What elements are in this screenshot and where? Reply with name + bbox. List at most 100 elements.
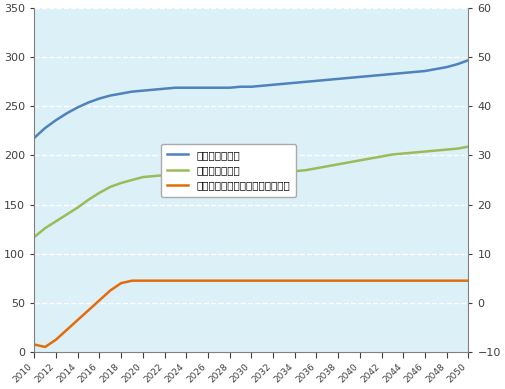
一般政府総債務 xyxy=(346,160,352,165)
一般政府総債務 xyxy=(368,156,374,161)
一般政府総債務 xyxy=(357,158,363,163)
一般政府総債務 xyxy=(259,172,265,177)
一般政府総債務 xyxy=(314,166,320,170)
一般政府総債務 xyxy=(444,147,450,152)
一般政府純債務 xyxy=(270,82,276,87)
一般政府純債務 xyxy=(216,85,222,90)
一般政府総債務 xyxy=(248,172,255,177)
一般政府総債務 xyxy=(237,172,243,177)
Line: プライマリーバランス（右目盛）: プライマリーバランス（右目盛） xyxy=(34,281,469,347)
プライマリーバランス（右目盛） xyxy=(302,279,309,283)
一般政府純債務 xyxy=(368,74,374,78)
プライマリーバランス（右目盛） xyxy=(466,279,472,283)
一般政府総債務 xyxy=(389,152,395,157)
プライマリーバランス（右目盛） xyxy=(227,279,233,283)
一般政府総債務 xyxy=(172,172,178,177)
一般政府純債務 xyxy=(324,77,330,82)
プライマリーバランス（右目盛） xyxy=(96,298,103,303)
一般政府総債務 xyxy=(335,162,341,166)
一般政府総債務 xyxy=(42,226,48,230)
一般政府純債務 xyxy=(281,81,287,86)
一般政府総債務 xyxy=(162,173,168,177)
一般政府総債務 xyxy=(400,151,407,156)
一般政府純債務 xyxy=(357,75,363,79)
一般政府総債務 xyxy=(107,184,113,189)
一般政府純債務 xyxy=(96,96,103,101)
一般政府純債務 xyxy=(422,69,428,74)
一般政府総債務 xyxy=(75,205,81,210)
一般政府総債務 xyxy=(64,212,70,217)
プライマリーバランス（右目盛） xyxy=(454,279,461,283)
プライマリーバランス（右目盛） xyxy=(346,279,352,283)
一般政府純債務 xyxy=(162,86,168,91)
一般政府純債務 xyxy=(31,135,37,140)
プライマリーバランス（右目盛） xyxy=(335,279,341,283)
一般政府総債務 xyxy=(216,172,222,177)
一般政府総債務 xyxy=(118,180,124,185)
Line: 一般政府純債務: 一般政府純債務 xyxy=(34,60,469,138)
一般政府純債務 xyxy=(302,79,309,84)
一般政府総債務 xyxy=(85,197,91,202)
プライマリーバランス（右目盛） xyxy=(162,279,168,283)
プライマリーバランス（右目盛） xyxy=(324,279,330,283)
プライマリーバランス（右目盛） xyxy=(150,279,157,283)
プライマリーバランス（右目盛） xyxy=(107,288,113,293)
一般政府純債務 xyxy=(42,126,48,130)
プライマリーバランス（右目盛） xyxy=(140,279,146,283)
プライマリーバランス（右目盛） xyxy=(357,279,363,283)
プライマリーバランス（右目盛） xyxy=(237,279,243,283)
一般政府純債務 xyxy=(433,67,439,72)
一般政府純債務 xyxy=(259,83,265,88)
一般政府純債務 xyxy=(237,84,243,89)
プライマリーバランス（右目盛） xyxy=(42,345,48,349)
一般政府総債務 xyxy=(281,170,287,175)
一般政府総債務 xyxy=(227,172,233,177)
プライマリーバランス（右目盛） xyxy=(389,279,395,283)
プライマリーバランス（右目盛） xyxy=(281,279,287,283)
一般政府総債務 xyxy=(324,164,330,168)
一般政府純債務 xyxy=(379,73,385,77)
プライマリーバランス（右目盛） xyxy=(75,318,81,322)
一般政府純債務 xyxy=(400,71,407,75)
一般政府総債務 xyxy=(466,144,472,149)
プライマリーバランス（右目盛） xyxy=(422,279,428,283)
一般政府総債務 xyxy=(31,235,37,239)
プライマリーバランス（右目盛） xyxy=(216,279,222,283)
一般政府純債務 xyxy=(194,85,200,90)
一般政府純債務 xyxy=(389,72,395,76)
プライマリーバランス（右目盛） xyxy=(194,279,200,283)
一般政府純債務 xyxy=(205,85,211,90)
一般政府純債務 xyxy=(454,62,461,67)
プライマリーバランス（右目盛） xyxy=(444,279,450,283)
一般政府純債務 xyxy=(172,85,178,90)
プライマリーバランス（右目盛） xyxy=(433,279,439,283)
一般政府総債務 xyxy=(129,178,135,182)
一般政府総債務 xyxy=(140,175,146,179)
一般政府総債務 xyxy=(96,191,103,195)
一般政府総債務 xyxy=(150,174,157,179)
一般政府総債務 xyxy=(411,150,417,155)
プライマリーバランス（右目盛） xyxy=(400,279,407,283)
一般政府純債務 xyxy=(314,79,320,83)
一般政府純債務 xyxy=(335,77,341,81)
プライマリーバランス（右目盛） xyxy=(314,279,320,283)
プライマリーバランス（右目盛） xyxy=(85,308,91,312)
一般政府純債務 xyxy=(75,105,81,110)
一般政府総債務 xyxy=(183,172,189,177)
一般政府純債務 xyxy=(118,91,124,96)
一般政府純債務 xyxy=(227,85,233,90)
プライマリーバランス（右目盛） xyxy=(183,279,189,283)
プライマリーバランス（右目盛） xyxy=(31,342,37,347)
プライマリーバランス（右目盛） xyxy=(292,279,298,283)
Line: 一般政府総債務: 一般政府総債務 xyxy=(34,147,469,237)
一般政府純債務 xyxy=(248,84,255,89)
一般政府総債務 xyxy=(422,149,428,154)
一般政府純債務 xyxy=(150,88,157,92)
一般政府総債務 xyxy=(205,172,211,177)
一般政府純債務 xyxy=(346,75,352,80)
プライマリーバランス（右目盛） xyxy=(53,337,59,342)
一般政府純債務 xyxy=(183,85,189,90)
プライマリーバランス（右目盛） xyxy=(64,328,70,332)
一般政府総債務 xyxy=(302,168,309,173)
一般政府総債務 xyxy=(292,169,298,173)
